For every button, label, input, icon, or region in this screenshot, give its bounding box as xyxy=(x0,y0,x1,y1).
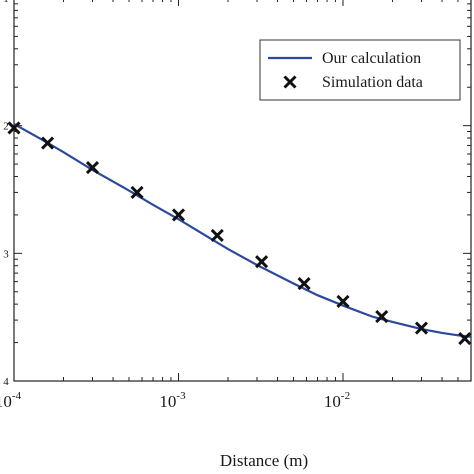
marker-stroke xyxy=(130,185,144,199)
simulation-data-point xyxy=(375,309,389,324)
legend-marker-stroke xyxy=(283,75,297,89)
plot-frame xyxy=(13,0,472,382)
y-tick-label: 2 xyxy=(3,121,9,133)
simulation-data-point xyxy=(210,228,224,243)
plot-area-border xyxy=(13,0,472,382)
marker-stroke xyxy=(41,136,55,150)
legend-label-our-calculation: Our calculation xyxy=(322,50,421,67)
y-tick-label: 4 xyxy=(3,376,9,388)
marker-stroke xyxy=(85,160,100,175)
marker-stroke xyxy=(210,228,224,243)
x-axis-label: Distance (m) xyxy=(220,451,308,470)
y-tick-label: 1 xyxy=(3,0,9,5)
series-line-our-calculation xyxy=(13,123,472,338)
x-tick-label: 10-4 xyxy=(0,390,22,411)
simulation-data-point xyxy=(85,160,100,175)
simulation-data-point xyxy=(255,255,269,269)
simulation-data-point xyxy=(41,136,55,150)
marker-stroke xyxy=(297,276,311,291)
legend-label-simulation-data: Simulation data xyxy=(322,74,423,91)
ticks-layer: 10-4 10-3 10-2 1 2 3 4 xyxy=(0,0,472,411)
series-layer xyxy=(7,121,472,346)
marker-stroke xyxy=(458,331,472,346)
marker-stroke xyxy=(255,255,269,269)
marker-stroke xyxy=(7,121,21,135)
simulation-data-point xyxy=(130,185,144,199)
marker-stroke xyxy=(375,309,389,324)
simulation-data-point xyxy=(336,294,350,308)
x-tick-label: 10-2 xyxy=(324,390,350,411)
marker-stroke xyxy=(336,294,350,308)
simulation-data-point xyxy=(171,208,186,222)
simulation-data-point xyxy=(414,321,429,335)
marker-stroke xyxy=(171,208,186,222)
marker-stroke xyxy=(414,321,429,335)
legend-box xyxy=(259,39,461,101)
y-tick-label: 3 xyxy=(3,248,9,260)
x-tick-label: 10-3 xyxy=(159,390,186,411)
legend-marker-swatch xyxy=(283,75,297,89)
simulation-data-point xyxy=(297,276,311,291)
legend: Our calculation Simulation data xyxy=(259,39,461,101)
